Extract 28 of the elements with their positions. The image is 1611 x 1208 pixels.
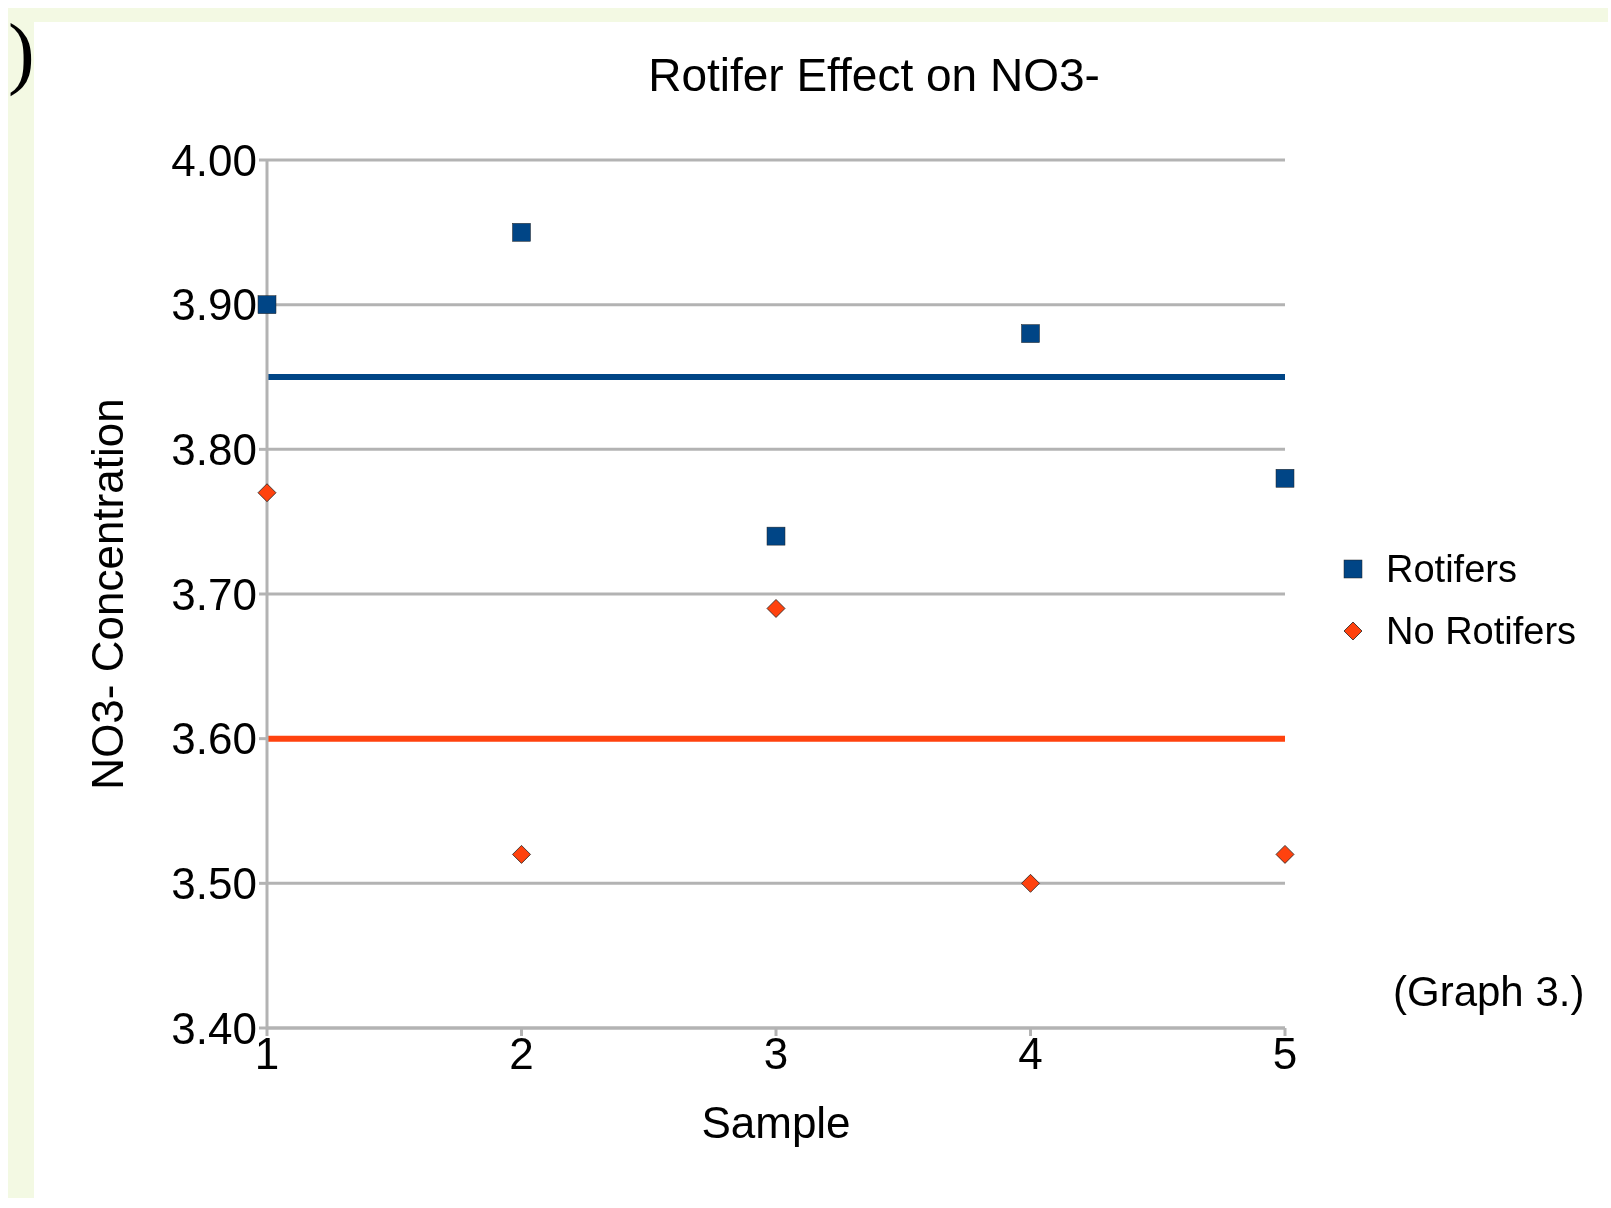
- y-tick-label: 3.80: [171, 424, 257, 474]
- y-tick-label: 3.40: [171, 1003, 257, 1053]
- point: [1021, 324, 1040, 343]
- point: [257, 483, 277, 503]
- y-tick-label: 3.90: [171, 280, 257, 330]
- point: [766, 599, 786, 618]
- x-axis-title: Sample: [701, 1098, 851, 1147]
- x-tick-label: 3: [763, 1029, 789, 1079]
- point: [1275, 469, 1295, 488]
- y-tick-label: 4.00: [171, 135, 257, 185]
- y-axis-title: NO3- Concentration: [82, 398, 132, 790]
- point: [512, 223, 531, 242]
- y-tick-label: 3.50: [171, 858, 257, 908]
- x-tick-label: 2: [509, 1029, 534, 1079]
- point: [512, 845, 531, 864]
- y-tick-label: 3.70: [171, 569, 257, 619]
- x-tick-label: 5: [1272, 1029, 1298, 1079]
- point: [1275, 845, 1295, 864]
- legend-label: Rotifers: [1386, 547, 1517, 592]
- legend-label: No Rotifers: [1386, 609, 1577, 654]
- y-tick-label: 3.60: [171, 714, 257, 764]
- text: ): [8, 8, 35, 96]
- point: [766, 526, 786, 546]
- x-tick-label: 4: [1018, 1029, 1043, 1079]
- chart-title: Rotifer Effect on NO3-: [647, 48, 1101, 102]
- point: [1021, 873, 1040, 893]
- text: (Graph 3.): [1393, 968, 1585, 1016]
- point: [257, 295, 277, 314]
